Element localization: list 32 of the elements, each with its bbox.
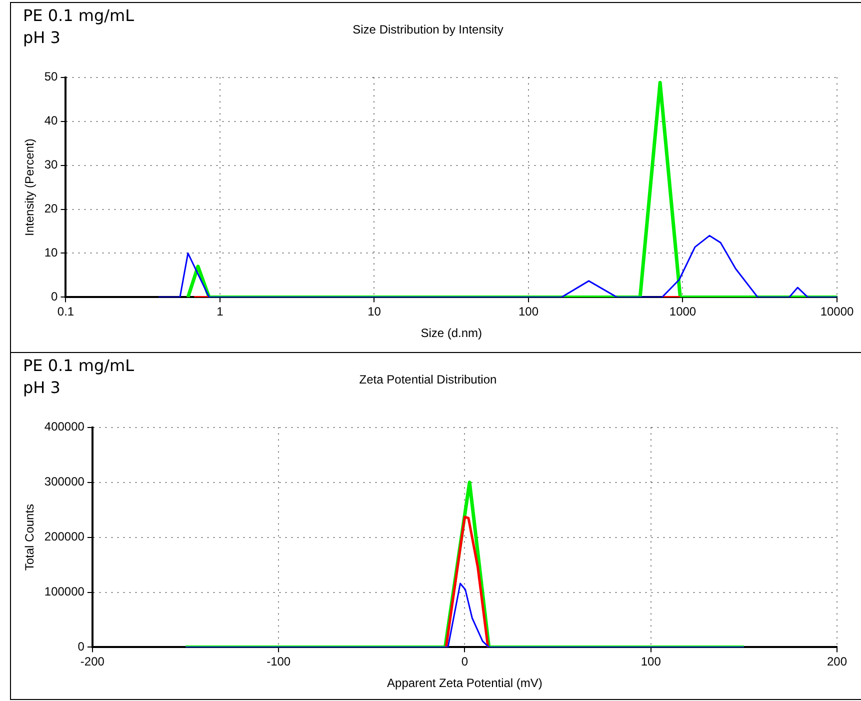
y-tick-label: 30 <box>44 158 58 172</box>
x-tick-label: 1000 <box>669 304 696 319</box>
text: PE 0.1 mg/mL <box>23 5 134 27</box>
x-tick-label: -100 <box>266 654 291 669</box>
x-tick-label: 10 <box>368 304 382 319</box>
y-tick-label: 400000 <box>44 420 85 434</box>
text: pH 3 <box>23 27 62 49</box>
y-axis-title: Total Counts <box>22 504 37 571</box>
x-tick-label: 100 <box>518 304 539 319</box>
y-axis-title: Intensity (Percent) <box>22 138 37 236</box>
x-tick-label: 0 <box>461 654 468 669</box>
x-tick-label: 200 <box>826 654 848 669</box>
y-tick-label: 100000 <box>44 584 85 599</box>
text: pH 3 <box>23 377 62 399</box>
y-tick-label: 0 <box>51 290 58 304</box>
chart-title: Size Distribution by Intensity <box>352 22 504 37</box>
x-axis-title: Apparent Zeta Potential (mV) <box>387 676 542 690</box>
y-tick-label: 50 <box>44 70 58 84</box>
x-tick-label: 1 <box>216 304 224 319</box>
y-tick-label: 200000 <box>44 530 85 544</box>
y-tick-label: 0 <box>78 640 85 654</box>
y-tick-label: 10 <box>44 246 58 260</box>
y-tick-label: 300000 <box>44 474 85 489</box>
chart-title: Zeta Potential Distribution <box>359 372 497 387</box>
x-tick-label: 0.1 <box>57 304 74 319</box>
x-tick-label: 100 <box>640 654 662 669</box>
y-tick-label: 20 <box>44 202 58 216</box>
x-tick-label: 10000 <box>820 304 854 319</box>
x-axis-title: Size (d.nm) <box>420 326 482 340</box>
text: PE 0.1 mg/mL <box>23 355 134 377</box>
y-tick-label: 40 <box>44 114 58 128</box>
x-tick-label: -200 <box>80 654 105 669</box>
